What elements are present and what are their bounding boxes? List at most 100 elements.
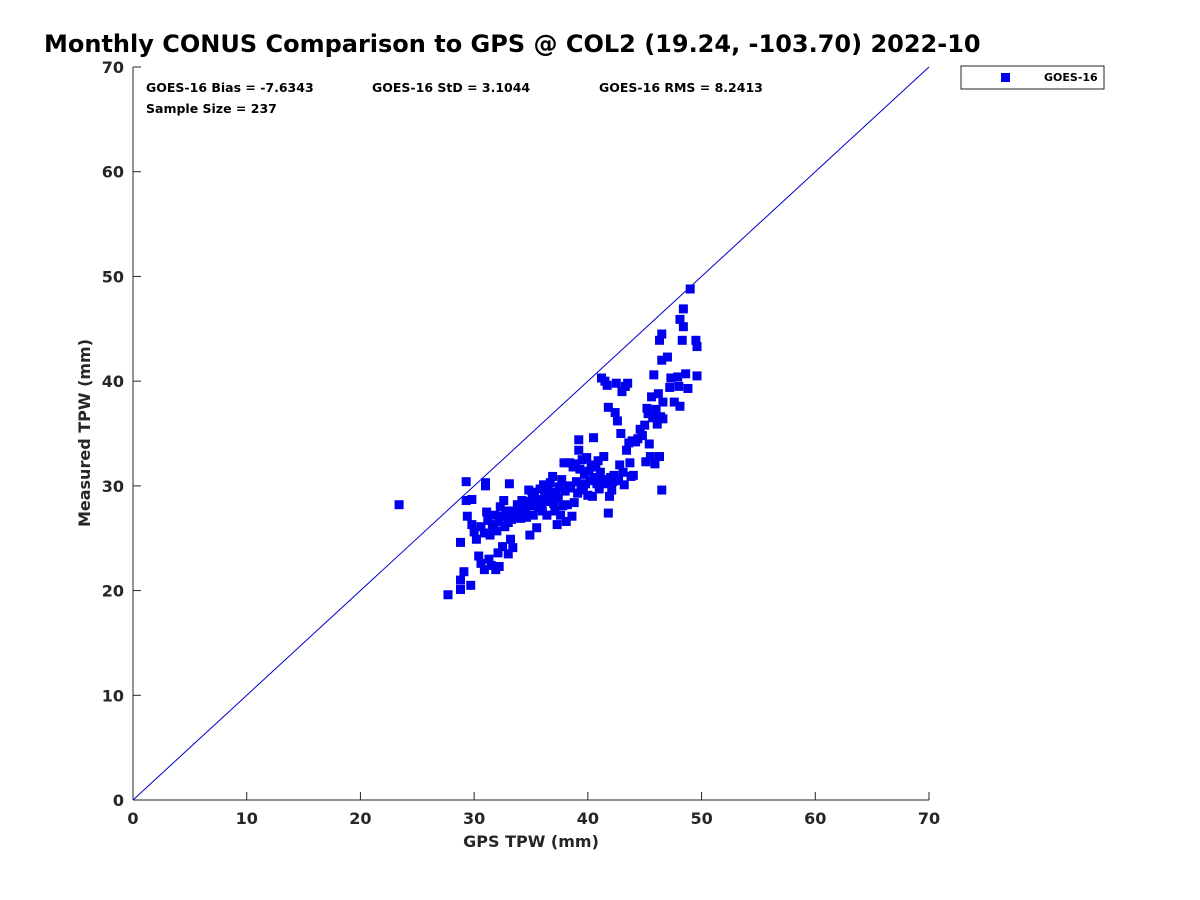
data-point (499, 496, 509, 506)
data-point (476, 522, 486, 532)
y-tick-label: 10 (102, 686, 124, 705)
data-point (528, 510, 538, 520)
data-point (509, 506, 519, 516)
y-tick-label: 0 (113, 791, 124, 810)
data-point (570, 459, 580, 469)
data-point (462, 511, 472, 521)
data-point (486, 560, 496, 570)
data-point (562, 500, 572, 510)
x-tick-label: 10 (236, 809, 258, 828)
data-point (579, 469, 589, 479)
data-point (560, 486, 570, 496)
data-point (675, 314, 685, 324)
data-point (648, 413, 658, 423)
y-tick-label: 70 (102, 58, 124, 77)
data-point (609, 470, 619, 480)
data-point (625, 458, 635, 468)
data-point (503, 549, 513, 559)
data-point (674, 381, 684, 391)
data-point (611, 378, 621, 388)
data-point (574, 435, 584, 445)
data-point (461, 477, 471, 487)
data-point (474, 551, 484, 561)
data-point (512, 500, 522, 510)
data-point (633, 434, 643, 444)
data-point (525, 530, 535, 540)
data-point (650, 459, 660, 469)
data-point (483, 515, 493, 525)
data-point (685, 284, 695, 294)
data-point (617, 387, 627, 397)
data-point (546, 490, 556, 500)
data-point (612, 416, 622, 426)
data-point (532, 523, 542, 533)
y-tick-label: 50 (102, 267, 124, 286)
data-point (622, 445, 632, 455)
data-point (623, 378, 633, 388)
data-point (591, 462, 601, 472)
data-point (494, 561, 504, 571)
data-point (526, 501, 536, 511)
data-point (573, 488, 583, 498)
data-point (510, 512, 520, 522)
stats-annotations: GOES-16 Bias = -7.6343 GOES-16 StD = 3.1… (146, 80, 763, 116)
data-point (517, 496, 527, 506)
data-point (692, 371, 702, 381)
data-point (643, 409, 653, 419)
data-point (614, 476, 624, 486)
data-point (504, 509, 514, 519)
data-point (506, 534, 516, 544)
data-point (662, 352, 672, 362)
data-point (603, 508, 613, 518)
data-point (683, 383, 693, 393)
axis-labels: GPS TPW (mm) Measured TPW (mm) (75, 339, 599, 851)
data-point (455, 537, 465, 547)
data-point (542, 510, 552, 520)
data-point (551, 487, 561, 497)
data-point (556, 510, 566, 520)
data-point (678, 322, 688, 332)
data-point (566, 483, 576, 493)
data-point (658, 397, 668, 407)
data-point (586, 460, 596, 470)
stat-sample-size: Sample Size = 237 (146, 101, 277, 116)
stat-std: GOES-16 StD = 3.1044 (372, 80, 530, 95)
data-point (592, 479, 602, 489)
data-point (498, 542, 508, 552)
data-point (675, 401, 685, 411)
data-point (490, 510, 500, 520)
data-point (691, 335, 701, 345)
data-point (479, 565, 489, 575)
data-point (495, 502, 505, 512)
data-point (558, 501, 568, 511)
one-to-one-line (132, 66, 930, 801)
data-point (578, 485, 588, 495)
data-point (642, 403, 652, 413)
data-point (635, 424, 645, 434)
data-point (574, 445, 584, 455)
data-point (585, 476, 595, 486)
data-point (554, 482, 564, 492)
x-tick-label: 70 (918, 809, 940, 828)
x-axis-label: GPS TPW (mm) (463, 832, 599, 851)
data-point (654, 335, 664, 345)
data-point (657, 485, 667, 495)
data-point (665, 382, 675, 392)
data-point (571, 477, 581, 487)
data-point (567, 511, 577, 521)
data-point (608, 477, 618, 487)
data-point (533, 494, 543, 504)
stat-bias: GOES-16 Bias = -7.6343 (146, 80, 314, 95)
data-point (681, 369, 691, 379)
data-point (644, 439, 654, 449)
data-point (577, 455, 587, 465)
axes: 0 10 20 30 40 50 60 70 0 10 20 30 40 50 60 70 (102, 58, 940, 828)
y-axis-label: Measured TPW (mm) (75, 339, 94, 527)
data-point (657, 329, 667, 339)
x-tick-label: 20 (349, 809, 371, 828)
chart-title: Monthly CONUS Comparison to GPS @ COL2 (… (44, 30, 981, 58)
data-point (589, 433, 599, 443)
data-point (593, 456, 603, 466)
data-point (496, 511, 506, 521)
